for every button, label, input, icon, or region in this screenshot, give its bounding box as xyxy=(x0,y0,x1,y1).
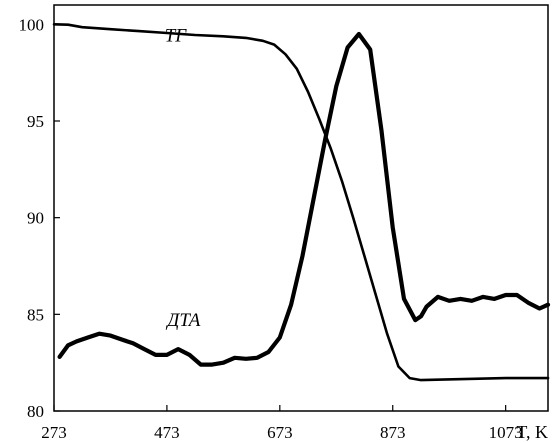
plot-frame xyxy=(53,4,549,412)
series-line-tg xyxy=(52,22,550,382)
x-tick-label: 273 xyxy=(41,423,67,442)
series-line-dta xyxy=(57,31,551,367)
y-tick-label: 95 xyxy=(27,112,44,131)
x-tick-label: 873 xyxy=(380,423,406,442)
series-lines xyxy=(52,22,551,382)
x-tick-label: 673 xyxy=(267,423,293,442)
x-tick-label: 1073 xyxy=(489,423,523,442)
plot-border xyxy=(53,4,549,412)
series-annotations: ТГ ДТА xyxy=(165,26,201,331)
y-tick-label: 90 xyxy=(27,209,44,228)
series-label-tg: ТГ xyxy=(165,26,188,47)
y-tick-label: 80 xyxy=(27,402,44,421)
x-tick-label: 473 xyxy=(154,423,180,442)
x-axis-ticks: 273 473 673 873 1073 xyxy=(41,405,523,442)
y-tick-label: 100 xyxy=(19,15,45,34)
x-axis-title: T, K xyxy=(516,422,548,442)
series-label-dta: ДТА xyxy=(165,310,200,331)
y-axis-ticks: 80 85 90 95 100 xyxy=(19,15,60,421)
y-tick-label: 85 xyxy=(27,305,44,324)
